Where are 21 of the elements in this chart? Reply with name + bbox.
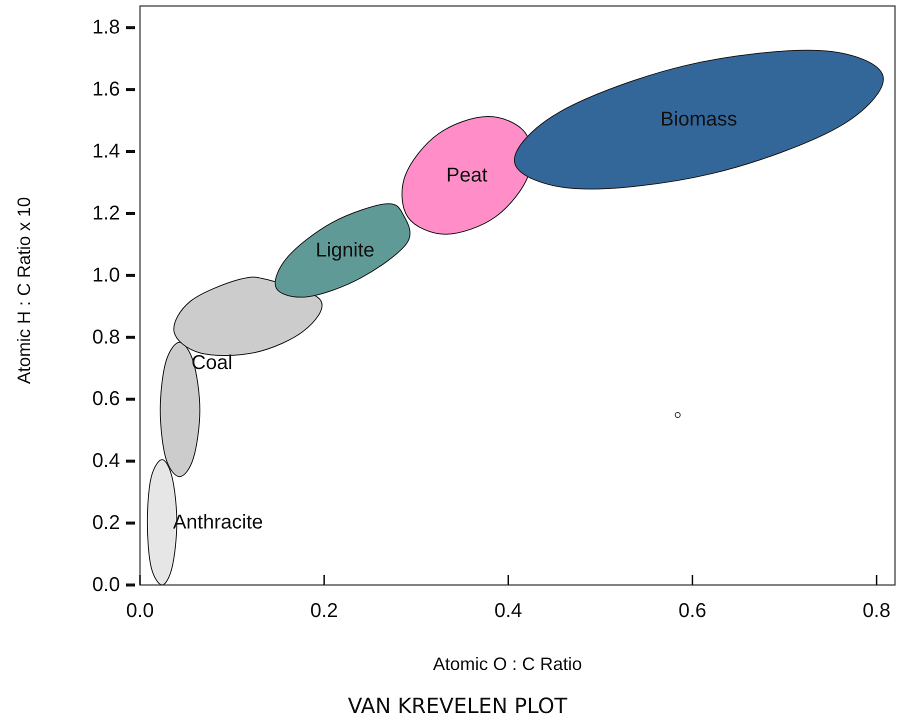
x-tick-label: 0.6 xyxy=(678,600,706,622)
y-tick-label: 1.4 xyxy=(92,140,120,163)
y-tick-label: 0.0 xyxy=(92,574,120,596)
series-label: Lignite xyxy=(316,240,375,262)
series-label: Biomass xyxy=(660,108,738,131)
y-tick-label: 1.8 xyxy=(92,16,120,39)
y-axis-title: Atomic H : C Ratio x 10 xyxy=(14,196,34,384)
y-tick-label: 0.6 xyxy=(92,388,120,410)
y-tick-label: 0.8 xyxy=(92,326,120,348)
x-tick-label: 0.8 xyxy=(862,600,890,622)
x-tick-label: 0.0 xyxy=(126,600,154,622)
y-tick-label: 1.2 xyxy=(92,202,120,224)
x-axis-title: Atomic O : C Ratio xyxy=(432,654,582,674)
y-tick-label: 1.6 xyxy=(92,78,120,101)
y-tick-label: 0.4 xyxy=(92,450,120,472)
x-tick-label: 0.4 xyxy=(494,600,522,622)
text: VAN KREVELEN PLOT xyxy=(348,694,568,718)
y-tick-label: 0.2 xyxy=(92,512,120,534)
y-tick-label: 1.0 xyxy=(92,264,120,286)
series-label: Peat xyxy=(446,164,488,186)
x-tick-label: 0.2 xyxy=(310,600,338,622)
